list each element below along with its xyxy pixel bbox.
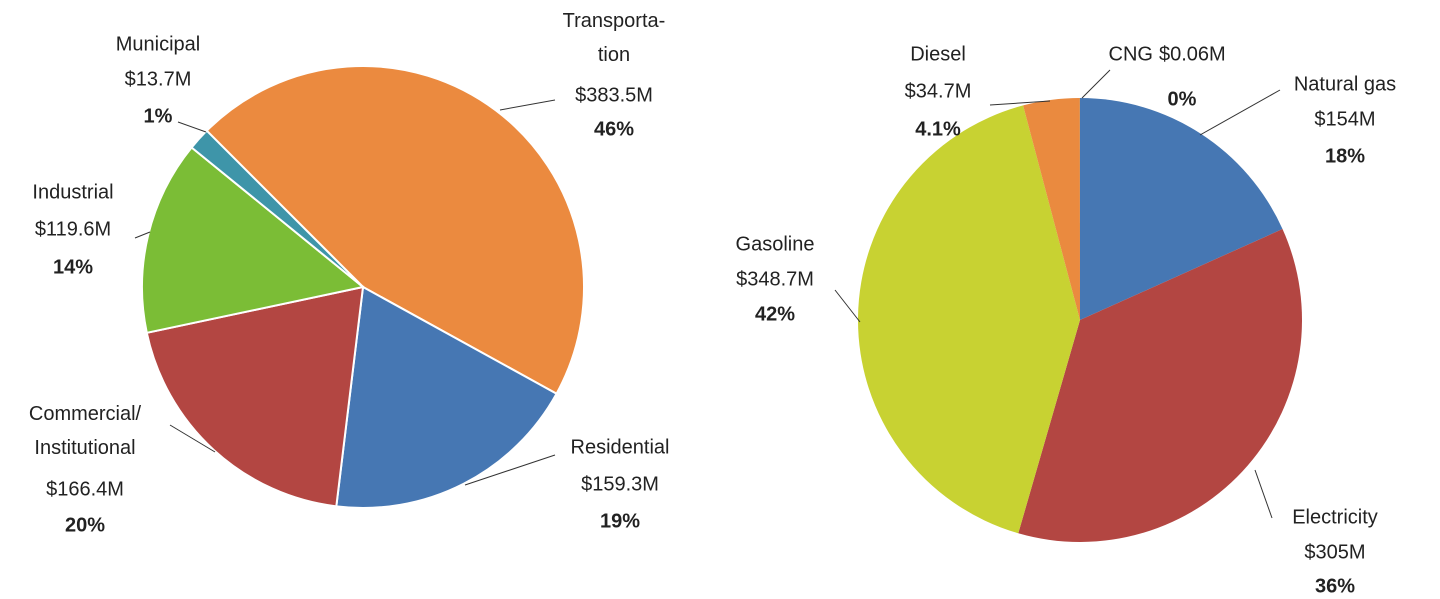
- pie-slice: [1018, 229, 1302, 542]
- leader-line: [177, 121, 207, 133]
- pie-slice: [1023, 98, 1080, 320]
- percent-label: 0%: [1168, 88, 1197, 110]
- leader-line: [134, 231, 151, 239]
- pie-slice: [141, 146, 366, 334]
- pie-slice: [335, 285, 558, 509]
- slice-label: Municipal: [116, 33, 200, 55]
- pie-slice: [205, 65, 585, 396]
- slice-label: Diesel: [910, 43, 966, 65]
- leader-line: [1254, 469, 1273, 519]
- percent-label: 36%: [1315, 575, 1355, 597]
- percent-label: 4.1%: [915, 118, 961, 140]
- value-label: $13.7M: [125, 68, 192, 90]
- value-label: $119.6M: [35, 218, 111, 240]
- value-label: $166.4M: [46, 478, 124, 500]
- slice-label: Residential: [571, 436, 670, 458]
- percent-label: 20%: [65, 514, 105, 536]
- leader-line: [1199, 89, 1281, 136]
- value-label: $159.3M: [581, 473, 659, 495]
- slice-label: Industrial: [32, 181, 113, 203]
- value-label: $348.7M: [736, 268, 814, 290]
- pie-slice: [857, 105, 1080, 534]
- value-label: $0.06M: [1159, 43, 1226, 65]
- leader-line: [169, 424, 216, 453]
- value-label: $154M: [1314, 108, 1375, 130]
- slice-label: Electricity: [1292, 506, 1378, 528]
- slice-label: Natural gas: [1294, 73, 1396, 95]
- value-label: $34.7M: [905, 80, 972, 102]
- percent-label: 42%: [755, 303, 795, 325]
- leader-line: [1081, 69, 1111, 99]
- value-label: $305M: [1304, 541, 1365, 563]
- leader-line: [499, 99, 556, 111]
- pie-slice: [1080, 98, 1283, 320]
- pie-slice: [145, 285, 365, 508]
- percent-label: 19%: [600, 510, 640, 532]
- percent-label: 1%: [144, 105, 173, 127]
- value-label: $383.5M: [575, 84, 653, 106]
- percent-label: 14%: [53, 256, 93, 278]
- slice-label: Gasoline: [736, 233, 815, 255]
- slice-label: Transporta-tion: [563, 10, 666, 66]
- percent-label: 18%: [1325, 145, 1365, 167]
- pie-slice: [190, 129, 364, 288]
- leader-line: [464, 454, 556, 486]
- leader-line: [989, 100, 1051, 106]
- percent-label: 46%: [594, 118, 634, 140]
- slice-label: CNG: [1109, 43, 1153, 65]
- leader-line: [834, 289, 861, 323]
- slice-label: Commercial/Institutional: [29, 403, 142, 459]
